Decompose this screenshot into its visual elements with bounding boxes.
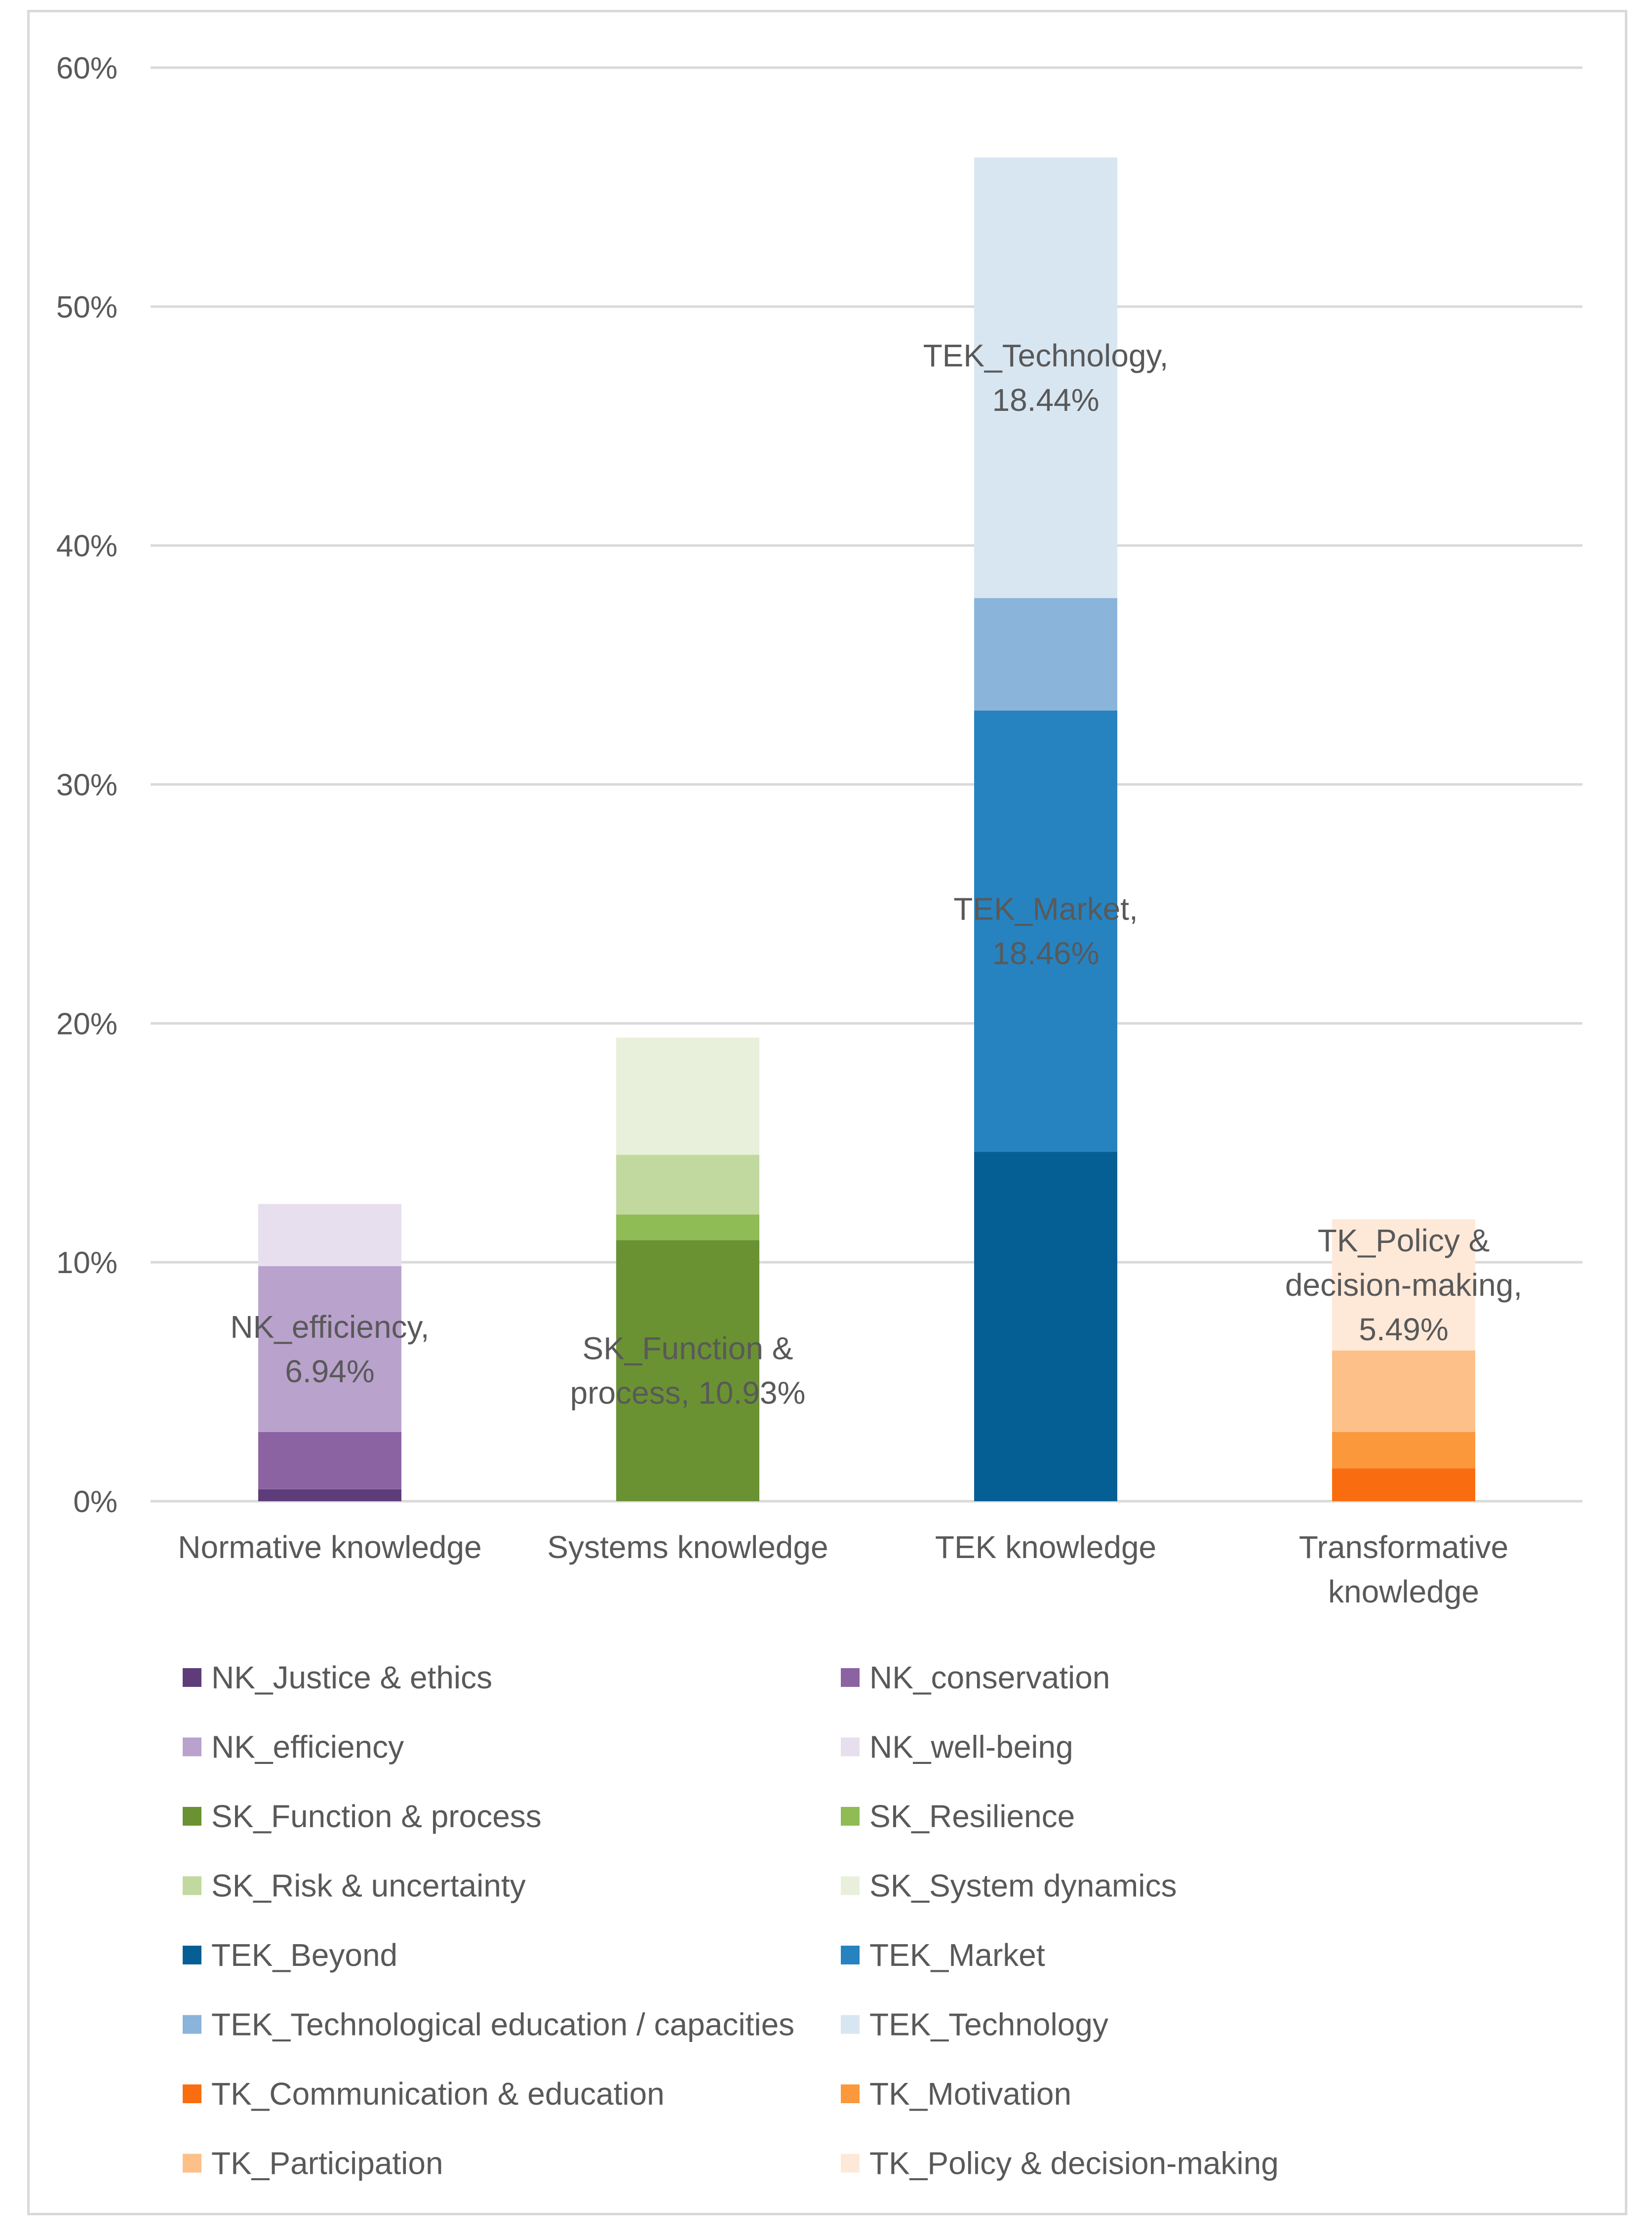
bar-segment [616, 1155, 759, 1215]
legend-swatch [183, 2154, 201, 2173]
data-label: TEK_Technology, [923, 338, 1169, 373]
bar-segment [974, 598, 1117, 711]
bar-segment [974, 1152, 1117, 1501]
bar-segment [974, 157, 1117, 599]
legend-swatch [841, 1946, 860, 1964]
legend-swatch [841, 2154, 860, 2173]
legend-label: TK_Motivation [869, 2076, 1071, 2112]
bar-segment [1332, 1468, 1475, 1501]
x-category-label: Transformative [1299, 1529, 1508, 1565]
bar-segment [258, 1204, 401, 1266]
bars [258, 157, 1475, 1501]
data-label: process, 10.93% [570, 1375, 806, 1411]
legend-swatch [183, 1876, 201, 1895]
legend-swatch [841, 2015, 860, 2034]
data-label: SK_Function & [583, 1331, 793, 1366]
legend-label: SK_Resilience [869, 1798, 1075, 1834]
legend-swatch [841, 1807, 860, 1826]
y-tick-label: 60% [56, 51, 118, 85]
legend-label: TK_Communication & education [211, 2076, 665, 2112]
legend-swatch [183, 2084, 201, 2103]
bar-segment [616, 1240, 759, 1501]
x-category-label: Normative knowledge [178, 1529, 481, 1565]
y-tick-label: 30% [56, 768, 118, 802]
data-label: decision-making, [1285, 1267, 1522, 1303]
legend-label: NK_Justice & ethics [211, 1660, 492, 1695]
data-label: 5.49% [1359, 1312, 1448, 1347]
y-tick-label: 50% [56, 290, 118, 324]
data-label: 18.44% [992, 382, 1099, 418]
legend-label: TEK_Market [869, 1937, 1045, 1973]
x-category-label: TEK knowledge [935, 1529, 1156, 1565]
legend-swatch [183, 1737, 201, 1757]
legend-label: TEK_Technology [869, 2007, 1108, 2042]
chart-frame [27, 10, 1627, 2215]
bar-segment [616, 1038, 759, 1155]
y-tick-label: 40% [56, 529, 118, 563]
x-category-label: Systems knowledge [547, 1529, 828, 1565]
legend-swatch [183, 1946, 201, 1964]
data-label: 6.94% [285, 1354, 374, 1389]
bar-segment [1332, 1350, 1475, 1432]
legend-label: NK_well-being [869, 1729, 1073, 1765]
bar-segment [258, 1432, 401, 1489]
y-tick-label: 20% [56, 1007, 118, 1041]
legend-label: NK_efficiency [211, 1729, 404, 1765]
data-label: 18.46% [992, 936, 1099, 971]
data-labels: NK_efficiency, 6.94% SK_Function & process,… [230, 338, 1522, 1411]
data-label: TK_Policy & [1318, 1223, 1490, 1258]
legend-label: TK_Policy & decision-making [869, 2146, 1279, 2181]
bar-segment [258, 1266, 401, 1432]
legend-swatch [183, 1668, 201, 1687]
legend-swatch [183, 2015, 201, 2034]
bar-segment [1332, 1219, 1475, 1351]
legend-swatch [841, 1876, 860, 1895]
y-tick-label: 10% [56, 1246, 118, 1280]
bar-segment [974, 710, 1117, 1152]
legend-label: TEK_Technological education / capacities [211, 2007, 794, 2042]
data-label: NK_efficiency, [230, 1309, 429, 1345]
x-category-label: knowledge [1328, 1574, 1479, 1609]
legend-swatch [841, 2084, 860, 2103]
legend-label: SK_Function & process [211, 1798, 542, 1834]
data-label: TEK_Market, [953, 891, 1138, 927]
legend-label: SK_System dynamics [869, 1868, 1177, 1904]
legend-swatch [841, 1668, 860, 1687]
y-tick-label: 0% [73, 1485, 118, 1519]
legend-label: TEK_Beyond [211, 1937, 397, 1973]
legend-swatch [841, 1737, 860, 1757]
y-axis-ticks: 0% 10% 20% 30% 40% 50% 60% [56, 51, 118, 1519]
x-axis-categories: Normative knowledge Systems knowledge TEK … [178, 1529, 1508, 1609]
legend-label: SK_Risk & uncertainty [211, 1868, 526, 1904]
legend-label: TK_Participation [211, 2146, 443, 2181]
bar-segment [1332, 1432, 1475, 1469]
legend-swatch [183, 1807, 201, 1826]
bar-segment [258, 1489, 401, 1501]
legend: NK_Justice & ethics NK_conservation NK_eff… [183, 1660, 1279, 2181]
bar-segment [616, 1214, 759, 1240]
legend-label: NK_conservation [869, 1660, 1110, 1695]
